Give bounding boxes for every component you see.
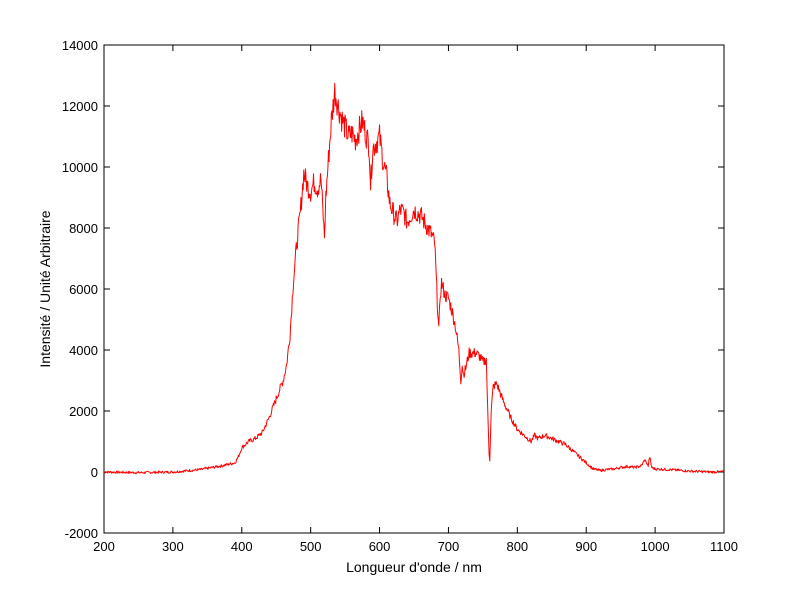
x-tick-label: 1000	[641, 539, 670, 554]
x-tick-label: 700	[438, 539, 460, 554]
y-tick-label: 0	[91, 465, 98, 480]
y-tick-label: -2000	[65, 526, 98, 541]
x-tick-label: 1100	[710, 539, 738, 554]
y-axis: -2000 0 2000 4000 6000 8000 10000 12000 14000	[62, 38, 724, 541]
y-tick-label: 2000	[69, 404, 98, 419]
x-tick-label: 500	[300, 539, 322, 554]
plot-frame	[103, 44, 725, 534]
x-axis-label: Longueur d'onde / nm	[346, 559, 482, 575]
x-tick-label: 600	[369, 539, 391, 554]
y-tick-label: 8000	[69, 221, 98, 236]
x-tick-label: 800	[506, 539, 528, 554]
y-axis-label: Intensité / Unité Arbitraire	[37, 210, 53, 367]
y-tick-label: 10000	[62, 160, 98, 175]
series-line-0	[103, 82, 725, 475]
x-tick-label: 300	[162, 539, 184, 554]
y-tick-label: 6000	[69, 282, 98, 297]
x-axis: 200 300 400 500 600 700 800 900 1000 1100	[93, 45, 738, 554]
series-layer	[103, 82, 725, 475]
x-tick-label: 200	[93, 539, 115, 554]
y-tick-label: 14000	[62, 38, 98, 53]
x-tick-label: 900	[575, 539, 597, 554]
x-tick-label: 400	[231, 539, 253, 554]
y-tick-label: 4000	[69, 343, 98, 358]
y-tick-label: 12000	[62, 99, 98, 114]
